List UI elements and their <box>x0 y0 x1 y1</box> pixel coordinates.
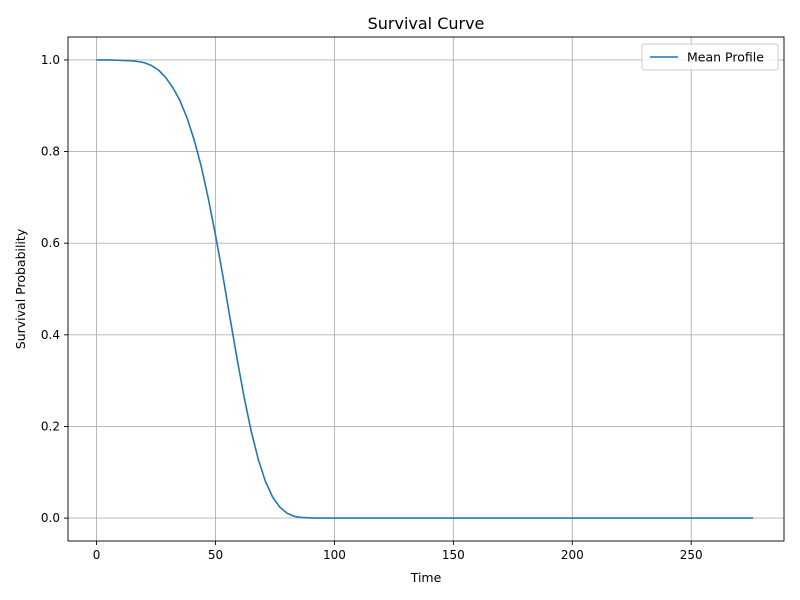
plot-frame <box>67 36 785 542</box>
ticks: 0 50 100 150 200 250 0.0 0.2 0.4 0.6 0.8 1.0 <box>41 53 703 562</box>
y-tick-label: 0.8 <box>41 145 60 159</box>
y-tick-label: 0.2 <box>41 419 60 433</box>
y-axis-label: Survival Probability <box>13 228 28 349</box>
x-axis-label: Time <box>410 570 442 585</box>
legend: Mean Profile <box>641 43 779 71</box>
legend-box <box>641 43 779 71</box>
y-tick-label: 0.0 <box>41 511 60 525</box>
x-tick-label: 250 <box>680 548 703 562</box>
x-tick-label: 0 <box>93 548 101 562</box>
y-tick-label: 0.4 <box>41 328 60 342</box>
x-tick-label: 150 <box>442 548 465 562</box>
legend-label-mean-profile: Mean Profile <box>687 50 764 65</box>
series-line-mean-profile <box>96 59 754 519</box>
x-tick-label: 200 <box>561 548 584 562</box>
y-tick-label: 0.6 <box>41 236 60 250</box>
x-tick-label: 100 <box>323 548 346 562</box>
grid <box>68 37 784 541</box>
x-tick-label: 50 <box>208 548 223 562</box>
series-layer <box>96 59 754 519</box>
y-tick-label: 1.0 <box>41 53 60 67</box>
chart-title: Survival Curve <box>368 14 485 33</box>
